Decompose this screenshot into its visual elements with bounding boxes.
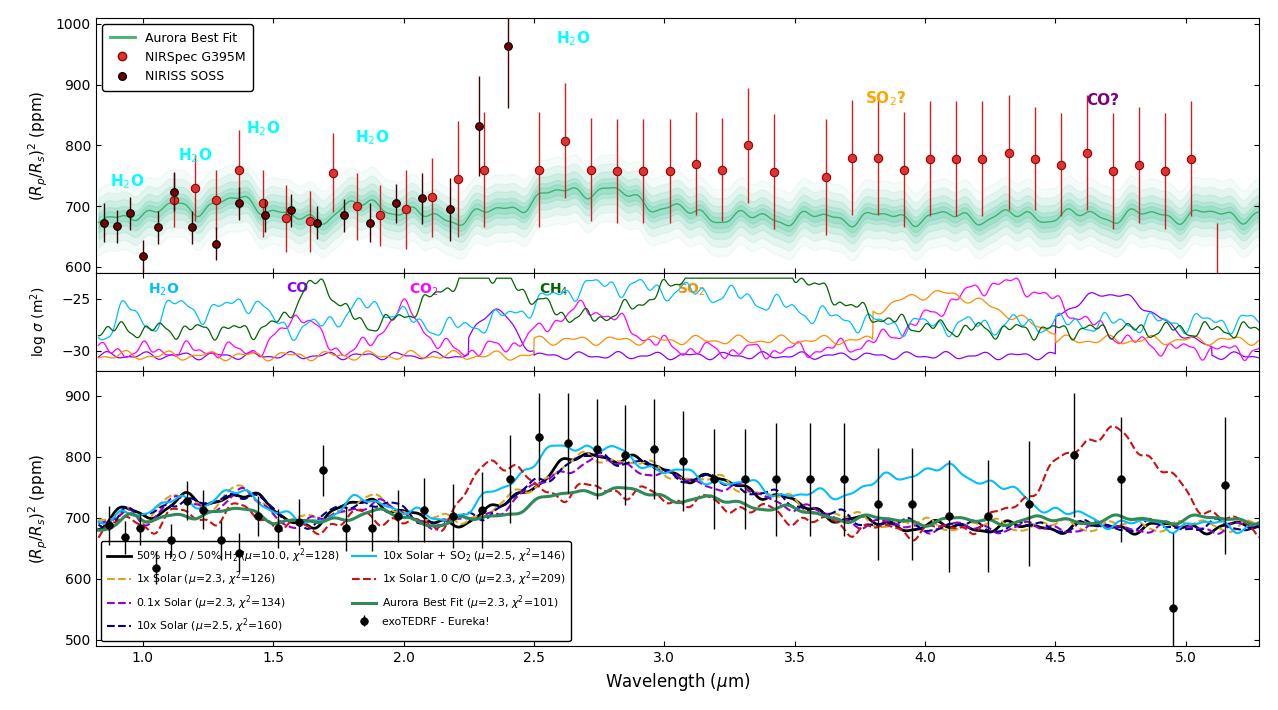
10x Solar + SO$_2$ ($\mu$=2.5, $\chi^2$=146) xyxy=(1229,529,1245,537)
Text: CO: CO xyxy=(286,281,308,295)
1x Solar ($\mu$=2.3, $\chi^2$=126) xyxy=(1251,520,1266,529)
10x Solar + SO$_2$ ($\mu$=2.5, $\chi^2$=146) xyxy=(1104,523,1120,532)
Y-axis label: $(R_p/R_s)^2$ (ppm): $(R_p/R_s)^2$ (ppm) xyxy=(27,90,50,201)
10x Solar + SO$_2$ ($\mu$=2.5, $\chi^2$=146) xyxy=(1251,520,1266,528)
0.1x Solar ($\mu$=2.3, $\chi^2$=134) xyxy=(593,452,608,460)
1x Solar 1.0 C/O ($\mu$=2.3, $\chi^2$=209) xyxy=(224,501,239,509)
0.1x Solar ($\mu$=2.3, $\chi^2$=134) xyxy=(535,479,551,487)
1x Solar ($\mu$=2.3, $\chi^2$=126) xyxy=(224,485,239,493)
Text: CH$_4$: CH$_4$ xyxy=(539,281,569,297)
Text: CO?: CO? xyxy=(1086,93,1118,108)
Text: CO$_2$: CO$_2$ xyxy=(409,281,438,297)
10x Solar ($\mu$=2.5, $\chi^2$=160) xyxy=(1251,523,1266,531)
10x Solar + SO$_2$ ($\mu$=2.5, $\chi^2$=146) xyxy=(587,445,602,454)
50% H$_2$O / 50% H$_2$ ($\mu$=10.0, $\chi^2$=128) xyxy=(587,451,602,459)
10x Solar + SO$_2$ ($\mu$=2.5, $\chi^2$=146) xyxy=(553,441,569,449)
1x Solar 1.0 C/O ($\mu$=2.3, $\chi^2$=209) xyxy=(587,481,602,489)
Line: 1x Solar 1.0 C/O ($\mu$=2.3, $\chi^2$=209): 1x Solar 1.0 C/O ($\mu$=2.3, $\chi^2$=20… xyxy=(98,426,1259,540)
10x Solar + SO$_2$ ($\mu$=2.5, $\chi^2$=146) xyxy=(224,487,239,496)
10x Solar ($\mu$=2.5, $\chi^2$=160) xyxy=(91,520,106,529)
50% H$_2$O / 50% H$_2$ ($\mu$=10.0, $\chi^2$=128) xyxy=(291,518,307,527)
10x Solar ($\mu$=2.5, $\chi^2$=160) xyxy=(593,449,608,457)
Line: 1x Solar ($\mu$=2.3, $\chi^2$=126): 1x Solar ($\mu$=2.3, $\chi^2$=126) xyxy=(98,452,1259,532)
10x Solar + SO$_2$ ($\mu$=2.5, $\chi^2$=146) xyxy=(535,448,551,457)
10x Solar ($\mu$=2.5, $\chi^2$=160) xyxy=(291,520,307,528)
Text: H$_2$O: H$_2$O xyxy=(556,29,590,48)
Y-axis label: log $\sigma$ (m$^2$): log $\sigma$ (m$^2$) xyxy=(28,287,50,357)
Text: H$_2$O: H$_2$O xyxy=(355,129,390,147)
10x Solar ($\mu$=2.5, $\chi^2$=160) xyxy=(985,528,1001,536)
0.1x Solar ($\mu$=2.3, $\chi^2$=134) xyxy=(1104,524,1120,532)
0.1x Solar ($\mu$=2.3, $\chi^2$=134) xyxy=(91,519,106,528)
0.1x Solar ($\mu$=2.3, $\chi^2$=134) xyxy=(1251,523,1266,532)
10x Solar ($\mu$=2.5, $\chi^2$=160) xyxy=(587,451,602,459)
Aurora Best Fit ($\mu$=2.3, $\chi^2$=101) xyxy=(91,526,106,535)
0.1x Solar ($\mu$=2.3, $\chi^2$=134) xyxy=(224,493,239,502)
Aurora Best Fit ($\mu$=2.3, $\chi^2$=101) xyxy=(1251,518,1266,527)
1x Solar ($\mu$=2.3, $\chi^2$=126) xyxy=(91,515,106,524)
0.1x Solar ($\mu$=2.3, $\chi^2$=134) xyxy=(587,454,602,462)
1x Solar 1.0 C/O ($\mu$=2.3, $\chi^2$=209) xyxy=(1251,533,1266,542)
10x Solar + SO$_2$ ($\mu$=2.5, $\chi^2$=146) xyxy=(91,518,106,526)
Y-axis label: $(R_p/R_s)^2$ (ppm): $(R_p/R_s)^2$ (ppm) xyxy=(27,454,50,564)
1x Solar 1.0 C/O ($\mu$=2.3, $\chi^2$=209) xyxy=(905,536,920,545)
1x Solar 1.0 C/O ($\mu$=2.3, $\chi^2$=209) xyxy=(91,533,106,542)
Text: SO$_2$: SO$_2$ xyxy=(677,281,707,297)
Aurora Best Fit ($\mu$=2.3, $\chi^2$=101) xyxy=(537,493,552,501)
Aurora Best Fit ($\mu$=2.3, $\chi^2$=101) xyxy=(224,505,239,513)
Aurora Best Fit ($\mu$=2.3, $\chi^2$=101) xyxy=(92,526,107,535)
Line: 0.1x Solar ($\mu$=2.3, $\chi^2$=134): 0.1x Solar ($\mu$=2.3, $\chi^2$=134) xyxy=(98,456,1259,534)
Legend: 50% H$_2$O / 50% H$_2$ ($\mu$=10.0, $\chi^2$=128), 1x Solar ($\mu$=2.3, $\chi^2$: 50% H$_2$O / 50% H$_2$ ($\mu$=10.0, $\ch… xyxy=(101,541,571,640)
0.1x Solar ($\mu$=2.3, $\chi^2$=134) xyxy=(291,522,307,530)
Text: SO$_2$?: SO$_2$? xyxy=(865,89,906,108)
Aurora Best Fit ($\mu$=2.3, $\chi^2$=101) xyxy=(1229,515,1245,523)
1x Solar ($\mu$=2.3, $\chi^2$=126) xyxy=(535,475,551,484)
10x Solar ($\mu$=2.5, $\chi^2$=160) xyxy=(535,476,551,485)
Legend: Aurora Best Fit, NIRSpec G395M, NIRISS SOSS: Aurora Best Fit, NIRSpec G395M, NIRISS S… xyxy=(102,24,253,90)
50% H$_2$O / 50% H$_2$ ($\mu$=10.0, $\chi^2$=128) xyxy=(1251,521,1266,530)
Aurora Best Fit ($\mu$=2.3, $\chi^2$=101) xyxy=(611,484,626,492)
50% H$_2$O / 50% H$_2$ ($\mu$=10.0, $\chi^2$=128) xyxy=(91,525,106,534)
50% H$_2$O / 50% H$_2$ ($\mu$=10.0, $\chi^2$=128) xyxy=(535,477,551,486)
10x Solar ($\mu$=2.5, $\chi^2$=160) xyxy=(224,490,239,498)
Line: Aurora Best Fit ($\mu$=2.3, $\chi^2$=101): Aurora Best Fit ($\mu$=2.3, $\chi^2$=101… xyxy=(98,488,1259,530)
10x Solar ($\mu$=2.5, $\chi^2$=160) xyxy=(1229,525,1245,533)
Text: H$_2$O: H$_2$O xyxy=(110,173,144,191)
Text: H$_2$O: H$_2$O xyxy=(148,281,179,297)
Aurora Best Fit ($\mu$=2.3, $\chi^2$=101) xyxy=(293,516,308,525)
1x Solar ($\mu$=2.3, $\chi^2$=126) xyxy=(587,455,602,464)
1x Solar 1.0 C/O ($\mu$=2.3, $\chi^2$=209) xyxy=(291,518,307,527)
1x Solar 1.0 C/O ($\mu$=2.3, $\chi^2$=209) xyxy=(1229,513,1245,522)
50% H$_2$O / 50% H$_2$ ($\mu$=10.0, $\chi^2$=128) xyxy=(580,449,596,458)
Aurora Best Fit ($\mu$=2.3, $\chi^2$=101) xyxy=(1104,511,1120,520)
Text: H$_2$O: H$_2$O xyxy=(178,146,212,165)
50% H$_2$O / 50% H$_2$ ($\mu$=10.0, $\chi^2$=128) xyxy=(1104,523,1120,532)
1x Solar 1.0 C/O ($\mu$=2.3, $\chi^2$=209) xyxy=(1104,422,1120,431)
50% H$_2$O / 50% H$_2$ ($\mu$=10.0, $\chi^2$=128) xyxy=(1127,530,1143,538)
1x Solar ($\mu$=2.3, $\chi^2$=126) xyxy=(1222,528,1237,536)
0.1x Solar ($\mu$=2.3, $\chi^2$=134) xyxy=(1229,518,1245,527)
X-axis label: Wavelength ($\mu$m): Wavelength ($\mu$m) xyxy=(604,670,750,692)
50% H$_2$O / 50% H$_2$ ($\mu$=10.0, $\chi^2$=128) xyxy=(224,491,239,500)
10x Solar ($\mu$=2.5, $\chi^2$=160) xyxy=(1104,523,1120,531)
1x Solar ($\mu$=2.3, $\chi^2$=126) xyxy=(576,447,592,456)
0.1x Solar ($\mu$=2.3, $\chi^2$=134) xyxy=(1210,530,1226,538)
10x Solar + SO$_2$ ($\mu$=2.5, $\chi^2$=146) xyxy=(1228,529,1243,537)
1x Solar ($\mu$=2.3, $\chi^2$=126) xyxy=(291,513,307,521)
50% H$_2$O / 50% H$_2$ ($\mu$=10.0, $\chi^2$=128) xyxy=(1229,518,1245,526)
Line: 10x Solar ($\mu$=2.5, $\chi^2$=160): 10x Solar ($\mu$=2.5, $\chi^2$=160) xyxy=(98,453,1259,532)
Text: H$_2$O: H$_2$O xyxy=(245,119,280,138)
Aurora Best Fit ($\mu$=2.3, $\chi^2$=101) xyxy=(587,490,602,498)
Line: 10x Solar + SO$_2$ ($\mu$=2.5, $\chi^2$=146): 10x Solar + SO$_2$ ($\mu$=2.5, $\chi^2$=… xyxy=(98,445,1259,533)
1x Solar ($\mu$=2.3, $\chi^2$=126) xyxy=(1229,524,1245,532)
1x Solar 1.0 C/O ($\mu$=2.3, $\chi^2$=209) xyxy=(535,486,551,495)
1x Solar 1.0 C/O ($\mu$=2.3, $\chi^2$=209) xyxy=(1105,422,1121,430)
10x Solar + SO$_2$ ($\mu$=2.5, $\chi^2$=146) xyxy=(291,518,307,527)
Line: 50% H$_2$O / 50% H$_2$ ($\mu$=10.0, $\chi^2$=128): 50% H$_2$O / 50% H$_2$ ($\mu$=10.0, $\ch… xyxy=(98,454,1259,534)
1x Solar ($\mu$=2.3, $\chi^2$=126) xyxy=(1104,518,1120,526)
